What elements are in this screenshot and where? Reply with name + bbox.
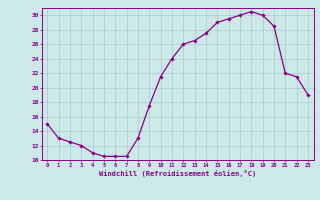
X-axis label: Windchill (Refroidissement éolien,°C): Windchill (Refroidissement éolien,°C) — [99, 170, 256, 177]
